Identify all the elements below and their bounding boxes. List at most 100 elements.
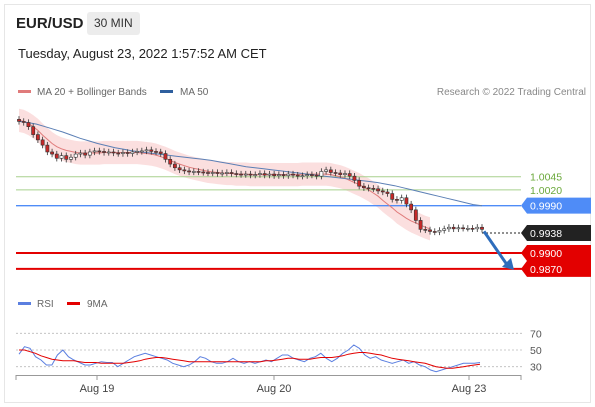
candle (243, 170, 248, 178)
candle-body (54, 153, 59, 159)
candle (26, 119, 31, 130)
candle (413, 206, 418, 224)
candle-body (376, 188, 380, 192)
candle-body (64, 155, 69, 160)
candle-body (163, 153, 168, 160)
legend-swatch-9ma (67, 302, 80, 305)
candle (158, 148, 163, 157)
legend-main: MA 20 + Bollinger Bands MA 50 Research ©… (18, 87, 586, 98)
level-label-0.9870: 0.9870 (530, 264, 562, 276)
candle (447, 224, 451, 232)
candle (376, 185, 380, 195)
candle-body (243, 173, 248, 176)
candle-body (338, 172, 343, 175)
watermark: Research © 2022 Trading Central (437, 87, 586, 98)
candle (64, 152, 69, 163)
candle (300, 172, 305, 180)
timeframe-button[interactable]: 30 MIN (87, 12, 140, 35)
candle-body (305, 174, 310, 176)
candle-body (78, 152, 83, 155)
candle (54, 150, 59, 162)
candle (451, 224, 456, 232)
candle-body (196, 171, 201, 173)
candle (395, 196, 399, 204)
candle-body (319, 171, 324, 177)
candle-body (418, 220, 423, 230)
candle-body (201, 171, 206, 174)
candle (272, 170, 277, 179)
candle (418, 217, 423, 233)
candle-body (210, 172, 215, 174)
candle (305, 171, 310, 179)
candle-body (215, 172, 220, 174)
candle-body (404, 197, 409, 205)
candle (234, 170, 239, 178)
candle-body (361, 185, 366, 189)
symbol-label: EUR/USD (16, 15, 84, 32)
candle (357, 177, 362, 190)
candle (333, 169, 338, 177)
candle-body (272, 173, 277, 176)
candle (399, 194, 404, 204)
candle-body (328, 169, 333, 173)
candle (168, 156, 173, 168)
rsi-level-label: 30 (530, 362, 542, 374)
candle-body (480, 226, 484, 230)
candle (432, 228, 437, 236)
candle (149, 146, 154, 155)
time-axis: Aug 19 Aug 20 Aug 23 (15, 375, 522, 395)
candle-body (456, 227, 461, 230)
candle-body (229, 172, 234, 174)
candle-body (158, 151, 163, 154)
candle-body (291, 173, 295, 176)
x-tick-label: Aug 19 (80, 383, 115, 395)
candle-body (470, 228, 475, 230)
candle-body (182, 169, 187, 172)
candle-body (149, 149, 154, 152)
candle (423, 226, 428, 234)
candle-body (314, 174, 319, 177)
candle (121, 149, 125, 157)
candle (135, 148, 140, 156)
candle-body (442, 228, 447, 231)
level-label-0.9990: 0.9990 (530, 201, 562, 213)
candle-body (437, 230, 442, 233)
candle (276, 171, 281, 179)
level-label-1.0045: 1.0045 (530, 172, 562, 184)
candle (173, 160, 177, 171)
legend-swatch-ma20 (18, 90, 31, 93)
candle-body (423, 229, 428, 231)
candle (154, 148, 158, 156)
candle (21, 118, 26, 126)
candle-body (135, 151, 140, 153)
candle-body (21, 121, 26, 123)
legend-9ma: 9MA (87, 299, 108, 310)
candle (404, 194, 409, 208)
candle-body (17, 119, 21, 122)
candle-body (239, 173, 243, 176)
candle (291, 170, 295, 179)
candle-body (187, 170, 191, 173)
candle (371, 185, 376, 192)
legend-rsi: RSI 9MA (18, 299, 108, 310)
candle-body (97, 150, 102, 153)
candle-body (26, 122, 31, 127)
candle (390, 190, 395, 203)
candle-body (224, 172, 229, 174)
candle-body (116, 152, 121, 155)
rsi-level-label: 70 (530, 328, 542, 340)
candle (78, 149, 83, 158)
candle (385, 188, 390, 197)
candle-body (83, 152, 88, 156)
candle-body (300, 175, 305, 177)
candle (239, 170, 243, 178)
candle (465, 225, 470, 232)
candle (220, 169, 225, 177)
candle-body (333, 172, 338, 174)
candle-body (295, 174, 300, 177)
candle-body (262, 173, 267, 176)
candle (361, 183, 366, 191)
candle (338, 169, 343, 178)
candle (461, 224, 466, 232)
